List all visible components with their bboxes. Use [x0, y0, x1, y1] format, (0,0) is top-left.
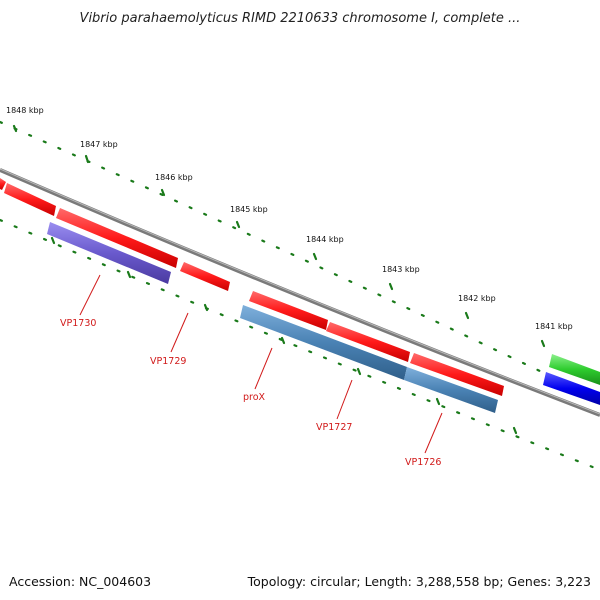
scale-track-inner — [0, 218, 600, 472]
map-title: Vibrio parahaemolyticus RIMD 2210633 chr… — [80, 11, 521, 26]
kbp-label-1843: 1843 kbp — [382, 265, 420, 274]
cds-feature[interactable] — [326, 322, 410, 362]
gene-label-prox[interactable]: proX — [243, 392, 266, 403]
kbp-major-ticks — [12, 124, 546, 348]
kbp-label-1848: 1848 kbp — [6, 106, 44, 115]
gene-label-vp1729[interactable]: VP1729 — [150, 356, 186, 367]
gene-bar-green[interactable] — [549, 354, 600, 385]
gene-bar-vp1727[interactable] — [404, 367, 498, 413]
cds-feature[interactable] — [249, 291, 328, 330]
cds-forward-features — [0, 178, 504, 396]
gene-bar-blue[interactable] — [543, 372, 600, 405]
accession-text: Accession: NC_004603 — [9, 574, 151, 589]
cds-feature[interactable] — [4, 183, 56, 216]
gene-label-vp1727[interactable]: VP1727 — [316, 422, 352, 433]
inner-major-ticks — [50, 236, 518, 435]
topology-text: Topology: circular; Length: 3,288,558 bp… — [247, 574, 591, 589]
genome-backbone — [0, 168, 600, 417]
scale-track-outer — [0, 120, 600, 402]
kbp-label-1845: 1845 kbp — [230, 205, 268, 214]
kbp-label-1841: 1841 kbp — [535, 322, 573, 331]
cds-feature[interactable] — [180, 262, 230, 291]
gene-bar-vp1730[interactable] — [47, 222, 171, 284]
cds-feature[interactable] — [410, 353, 504, 396]
kbp-label-1847: 1847 kbp — [80, 140, 118, 149]
label-leader-lines — [79, 274, 443, 454]
gene-bar-prox[interactable] — [240, 305, 407, 380]
kbp-label-1844: 1844 kbp — [306, 235, 344, 244]
kbp-label-1846: 1846 kbp — [155, 173, 193, 182]
cds-feature[interactable] — [0, 178, 6, 190]
cds-feature[interactable] — [56, 208, 178, 268]
gene-label-vp1726[interactable]: VP1726 — [405, 457, 441, 468]
gene-label-vp1730[interactable]: VP1730 — [60, 318, 96, 329]
kbp-label-1842: 1842 kbp — [458, 294, 496, 303]
